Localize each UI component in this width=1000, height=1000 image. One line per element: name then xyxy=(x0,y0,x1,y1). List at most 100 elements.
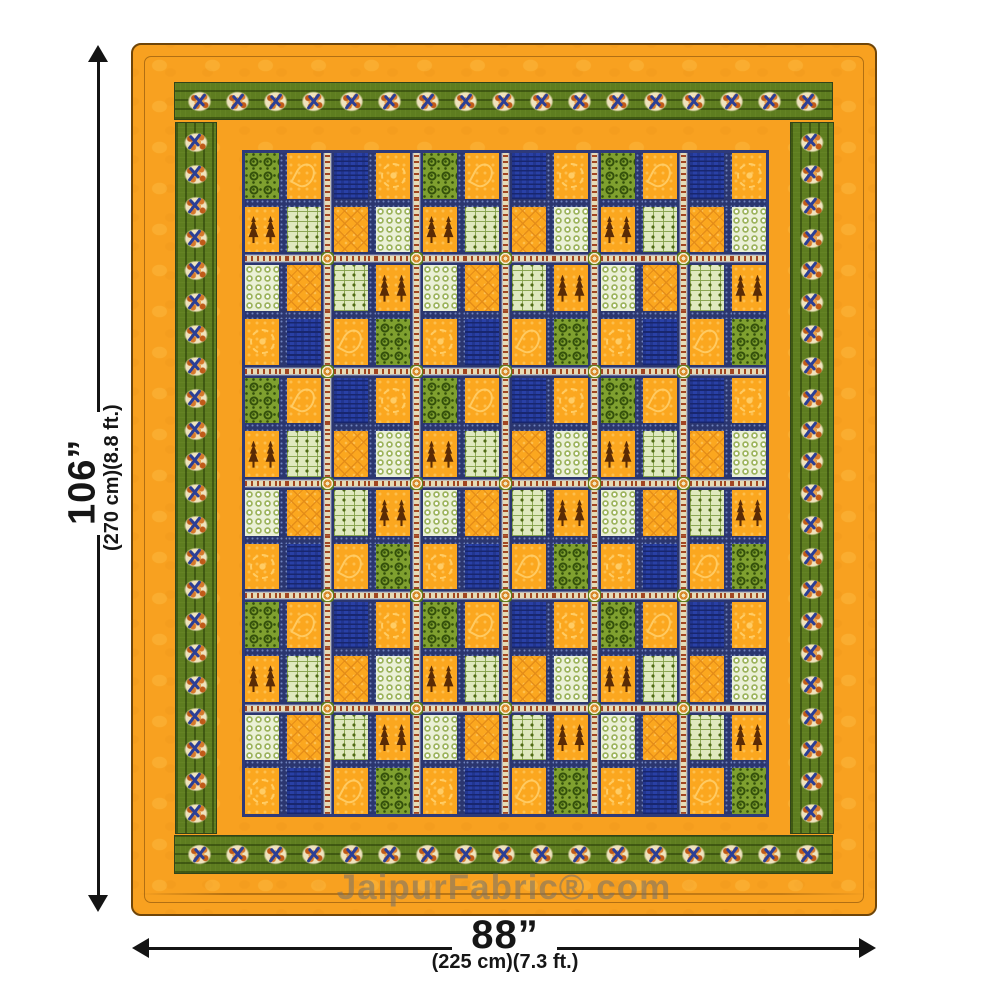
ornate-sashing-horizontal xyxy=(732,364,766,378)
patch-green-dots xyxy=(376,543,410,590)
ornate-sashing-horizontal xyxy=(287,477,321,490)
navy-sashing xyxy=(635,198,643,207)
buti-motif xyxy=(797,577,827,603)
sunburst-motif xyxy=(736,612,762,638)
buti-motif xyxy=(797,417,827,443)
ornate-sashing-vertical xyxy=(499,153,512,199)
navy-sashing xyxy=(368,760,376,769)
sashing-medallion xyxy=(410,364,423,378)
patch-orange-tree xyxy=(423,655,457,702)
navy-sashing xyxy=(287,198,321,207)
ornate-sashing-horizontal xyxy=(690,701,724,715)
buti-motif xyxy=(797,385,827,411)
ornate-sashing-vertical xyxy=(410,198,423,207)
patch-orange-diamond xyxy=(287,714,321,761)
buti-motif xyxy=(181,385,211,411)
ornate-sashing-vertical xyxy=(588,648,601,656)
ornate-sashing-horizontal xyxy=(554,364,588,378)
sashing-medallion xyxy=(588,252,601,266)
patch-orange-paisley xyxy=(334,318,368,365)
width-arrowhead-left xyxy=(132,938,149,958)
navy-sashing xyxy=(279,431,287,478)
patch-orange-paisley xyxy=(690,543,724,590)
navy-sashing xyxy=(368,423,376,432)
patch-orange-tree xyxy=(376,714,410,761)
navy-sashing xyxy=(423,648,457,656)
patch-orange-paisley xyxy=(334,543,368,590)
paisley-motif xyxy=(692,550,722,582)
ornate-sashing-vertical xyxy=(677,153,690,199)
patch-orange-sun xyxy=(554,602,588,648)
ornate-sashing-vertical xyxy=(588,377,601,424)
ornate-sashing-vertical xyxy=(677,760,690,769)
patch-cream-floral xyxy=(554,431,588,478)
patch-green-grid xyxy=(643,655,677,702)
buti-motif xyxy=(604,89,631,113)
patch-green-grid xyxy=(465,206,499,253)
patch-green-dots xyxy=(423,377,457,424)
navy-sashing xyxy=(287,423,321,432)
patch-green-grid xyxy=(287,206,321,253)
ornate-sashing-vertical xyxy=(588,489,601,536)
buti-motif xyxy=(452,843,479,866)
sunburst-motif xyxy=(380,612,406,638)
tree-motif xyxy=(604,665,615,693)
patch-orange-paisley xyxy=(287,153,321,199)
patch-cream-floral xyxy=(601,714,635,761)
ornate-sashing-horizontal xyxy=(368,589,376,603)
ornate-sashing-horizontal xyxy=(465,477,499,490)
patch-orange-paisley xyxy=(512,768,546,814)
ornate-sashing-horizontal xyxy=(245,252,279,266)
patch-orange-paisley xyxy=(690,768,724,814)
border-motif-band-left xyxy=(175,122,217,834)
patch-green-dots xyxy=(245,153,279,199)
navy-sashing xyxy=(732,311,766,319)
patch-blue-wave xyxy=(643,543,677,590)
tree-motif xyxy=(426,216,437,244)
ornate-sashing-horizontal xyxy=(601,701,635,715)
width-arrow-shaft-left xyxy=(146,947,452,950)
patch-orange-diamond xyxy=(690,206,724,253)
tree-motif xyxy=(443,440,454,468)
navy-sashing xyxy=(465,760,499,769)
navy-sashing xyxy=(724,311,732,319)
tree-motif xyxy=(248,665,259,693)
patch-orange-paisley xyxy=(643,153,677,199)
patch-orange-sun xyxy=(423,543,457,590)
buti-motif xyxy=(797,769,827,795)
sashing-medallion xyxy=(588,701,601,715)
patch-green-grid xyxy=(512,489,546,536)
navy-sashing xyxy=(635,318,643,365)
navy-sashing xyxy=(546,153,554,199)
navy-sashing xyxy=(279,198,287,207)
ornate-sashing-vertical xyxy=(677,431,690,478)
paisley-motif xyxy=(289,384,319,416)
buti-motif xyxy=(224,843,251,866)
buti-motif xyxy=(181,800,211,826)
navy-sashing xyxy=(724,265,732,312)
patch-orange-sun xyxy=(601,543,635,590)
sunburst-motif xyxy=(605,778,631,804)
ornate-sashing-horizontal xyxy=(512,477,546,490)
paisley-motif xyxy=(645,160,675,192)
navy-sashing xyxy=(279,423,287,432)
ornate-sashing-vertical xyxy=(321,768,334,814)
patch-orange-tree xyxy=(376,489,410,536)
ornate-sashing-horizontal xyxy=(465,252,499,266)
ornate-sashing-horizontal xyxy=(601,364,635,378)
ornate-sashing-horizontal xyxy=(601,252,635,266)
ornate-sashing-horizontal xyxy=(245,589,279,603)
ornate-sashing-horizontal xyxy=(334,477,368,490)
navy-sashing xyxy=(635,602,643,648)
buti-motif xyxy=(797,353,827,379)
navy-sashing xyxy=(546,648,554,656)
buti-motif xyxy=(797,193,827,219)
buti-motif xyxy=(181,705,211,731)
ornate-sashing-horizontal xyxy=(368,477,376,490)
patch-green-dots xyxy=(601,602,635,648)
patch-orange-sun xyxy=(601,768,635,814)
sashing-medallion xyxy=(588,364,601,378)
ornate-sashing-horizontal xyxy=(376,252,410,266)
patch-orange-diamond xyxy=(643,714,677,761)
buti-motif xyxy=(642,843,669,866)
